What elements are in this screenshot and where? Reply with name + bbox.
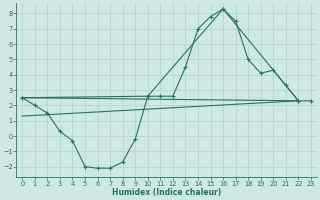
X-axis label: Humidex (Indice chaleur): Humidex (Indice chaleur) xyxy=(112,188,221,197)
